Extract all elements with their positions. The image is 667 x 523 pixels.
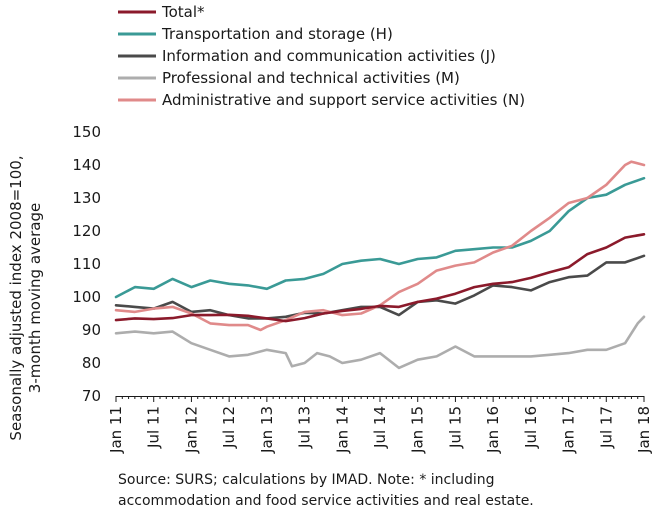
x-tick-label: Jul 15	[446, 406, 464, 449]
x-tick-label: Jul 14	[371, 406, 389, 449]
y-tick-label: 140	[72, 156, 101, 174]
y-tick-label: 100	[72, 288, 101, 306]
x-tick-label: Jan 15	[409, 406, 427, 454]
x-tick-label: Jan 12	[182, 406, 200, 454]
y-tick-label: 90	[82, 321, 101, 339]
source-note-line-2: accommodation and food service activitie…	[118, 493, 534, 509]
x-tick-label: Jul 12	[220, 406, 238, 449]
x-tick-label: Jan 18	[635, 406, 653, 454]
legend-label-3: Professional and technical activities (M…	[162, 69, 460, 87]
legend-label-1: Transportation and storage (H)	[161, 25, 393, 43]
y-tick-label: 110	[72, 255, 101, 273]
legend-label-4: Administrative and support service activ…	[162, 91, 525, 109]
legend-label-2: Information and communication activities…	[162, 47, 496, 65]
y-tick-label: 130	[72, 189, 101, 207]
x-tick-label: Jan 13	[258, 406, 276, 454]
x-tick-label: Jan 14	[333, 406, 351, 454]
source-note-line-1: Source: SURS; calculations by IMAD. Note…	[118, 472, 495, 488]
series-layer	[114, 160, 646, 370]
legend-label-0: Total*	[161, 3, 205, 21]
series-line-1	[114, 176, 646, 299]
series-line-3	[114, 315, 646, 370]
y-axis-label-line-2: 3-month moving average	[26, 203, 44, 393]
y-tick-label: 70	[82, 387, 101, 405]
y-axis-label-line-1: Seasonally adjusted index 2008=100,	[7, 155, 25, 440]
x-tick-label: Jul 13	[296, 406, 314, 449]
x-axis: Jan 11 Jul 11 Jan 12 Jul 12 Jan 13 Jul 13 Jan …	[107, 396, 653, 454]
y-tick-label: 80	[82, 354, 101, 372]
y-axis: 70 80 90 100 110 120 130 140 150	[72, 123, 101, 405]
x-tick-label: Jan 16	[484, 406, 502, 454]
y-tick-label: 120	[72, 222, 101, 240]
x-tick-label: Jan 17	[560, 406, 578, 454]
x-tick-label: Jul 17	[597, 406, 615, 449]
legend: Total* Transportation and storage (H) Info…	[118, 3, 525, 109]
x-tick-label: Jan 11	[107, 406, 125, 454]
x-tick-label: Jul 11	[145, 406, 163, 449]
y-tick-label: 150	[72, 123, 101, 141]
series-line-0	[114, 233, 646, 323]
x-tick-label: Jul 16	[522, 406, 540, 449]
